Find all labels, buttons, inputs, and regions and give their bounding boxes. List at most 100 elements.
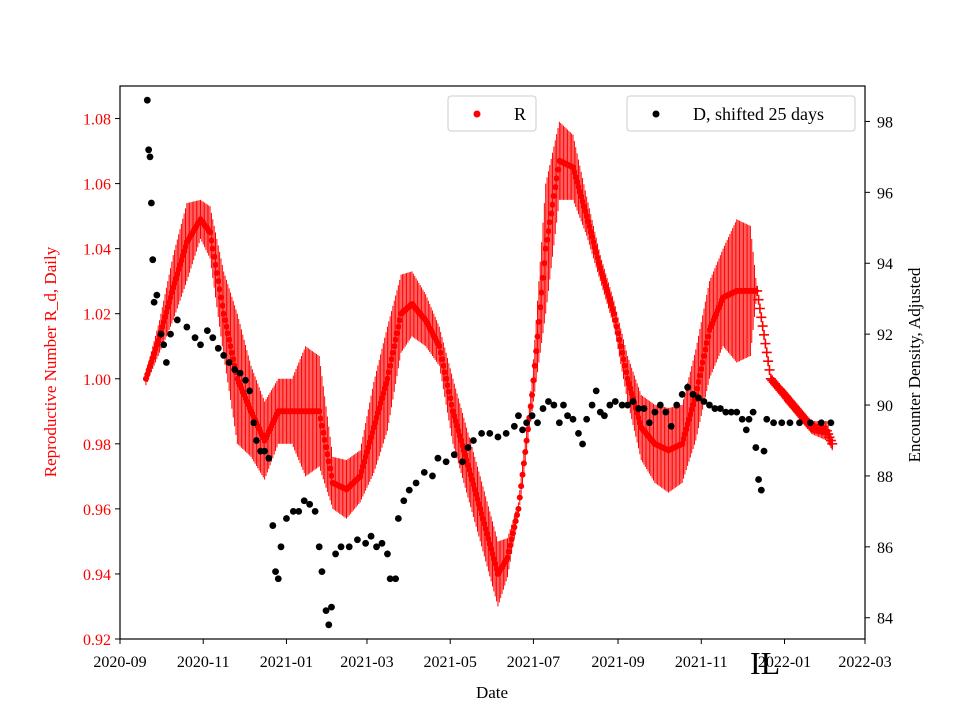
legend-r-marker (473, 110, 481, 118)
d-point (295, 507, 303, 515)
r-point (534, 333, 541, 340)
d-point (786, 419, 794, 427)
r-point (224, 330, 231, 337)
d-point (575, 429, 582, 437)
d-point (569, 415, 577, 423)
d-point (624, 401, 631, 409)
d-point (277, 543, 285, 551)
r-point (698, 366, 705, 373)
d-point (318, 568, 326, 576)
d-point (519, 426, 526, 434)
y-right-tick-label: 84 (877, 611, 893, 628)
r-point (595, 259, 602, 266)
d-point (722, 408, 730, 416)
r-point (209, 245, 216, 252)
r-point (699, 359, 706, 366)
x-tick-label: 2021-03 (340, 654, 393, 671)
x-tick-label: 2020-11 (177, 654, 230, 671)
d-point (143, 96, 151, 104)
r-point (385, 369, 392, 376)
r-point (321, 436, 328, 443)
r-point (391, 343, 398, 350)
legend-r-label: R (514, 104, 526, 124)
d-point (778, 419, 786, 427)
r-point (617, 343, 624, 350)
d-point (265, 454, 273, 462)
d-point (635, 405, 642, 412)
r-point (552, 184, 559, 191)
d-point (807, 419, 814, 427)
d-point (523, 419, 531, 427)
r-point (545, 228, 552, 235)
r-point (523, 437, 530, 444)
d-point (373, 543, 380, 551)
d-point (592, 387, 600, 395)
x-axis-label: Date (476, 683, 508, 702)
r-point (437, 349, 444, 356)
legend-r-box (447, 95, 537, 132)
y-right-tick-label: 92 (877, 327, 893, 344)
d-point (261, 447, 269, 455)
d-point (214, 344, 222, 352)
r-point (323, 444, 330, 451)
y-axis-left: 0.92 0.94 0.96 0.98 1.00 1.02 1.04 1.06 1.08 (83, 112, 120, 649)
d-point (311, 507, 319, 515)
r-point (615, 330, 622, 337)
x-tick-label: 2021-09 (591, 654, 644, 671)
d-point (146, 153, 154, 161)
x-tick-label: 2020-09 (93, 654, 146, 671)
y-axis-right: 84 86 88 90 92 94 96 98 (865, 114, 893, 628)
y-axis-right-label: Encounter Density, Adjusted (905, 267, 924, 462)
d-point (469, 437, 477, 444)
d-point (354, 536, 361, 544)
d-point (429, 472, 436, 480)
r-point (590, 239, 597, 246)
r-point (696, 372, 703, 379)
r-point (227, 343, 234, 350)
x-axis: 2020-09 2020-11 2021-01 2021-03 2021-05 2021-… (93, 639, 892, 671)
d-point (394, 515, 402, 522)
r-point (384, 375, 391, 382)
x-tick-label: 2022-01 (758, 654, 811, 671)
d-point (738, 415, 746, 423)
d-point (337, 543, 345, 551)
d-point (153, 291, 161, 299)
r-point (546, 219, 553, 226)
r-point (222, 317, 229, 324)
d-point (253, 437, 260, 444)
r-point (395, 323, 402, 330)
d-point (550, 401, 558, 409)
r-point (228, 349, 235, 356)
d-point (250, 419, 258, 427)
d-point (378, 539, 386, 547)
d-point (328, 603, 335, 611)
r-point (215, 278, 222, 285)
r-point (515, 505, 522, 512)
r-point (318, 422, 325, 429)
d-point (629, 398, 637, 405)
d-point (246, 387, 254, 395)
state-label: IL (750, 645, 780, 681)
d-point (322, 607, 330, 615)
x-tick-label: 2021-05 (424, 654, 477, 671)
r-point (393, 330, 400, 337)
r-point (535, 318, 542, 325)
d-point (700, 398, 708, 405)
x-tick-label: 2021-07 (507, 654, 560, 671)
r-point (827, 438, 838, 449)
d-point (306, 500, 314, 508)
d-point (147, 199, 155, 207)
d-point (478, 429, 485, 437)
r-point (541, 260, 548, 267)
d-point (197, 341, 204, 349)
y-left-tick-label: 1.08 (83, 112, 111, 129)
d-point (611, 398, 619, 405)
d-point (315, 543, 323, 551)
d-point (150, 298, 158, 306)
r-point (553, 175, 560, 182)
d-point (588, 401, 596, 409)
d-point (231, 366, 239, 373)
x-tick-label: 2021-01 (260, 654, 313, 671)
d-point (486, 429, 494, 437)
y-right-tick-label: 96 (877, 185, 893, 202)
